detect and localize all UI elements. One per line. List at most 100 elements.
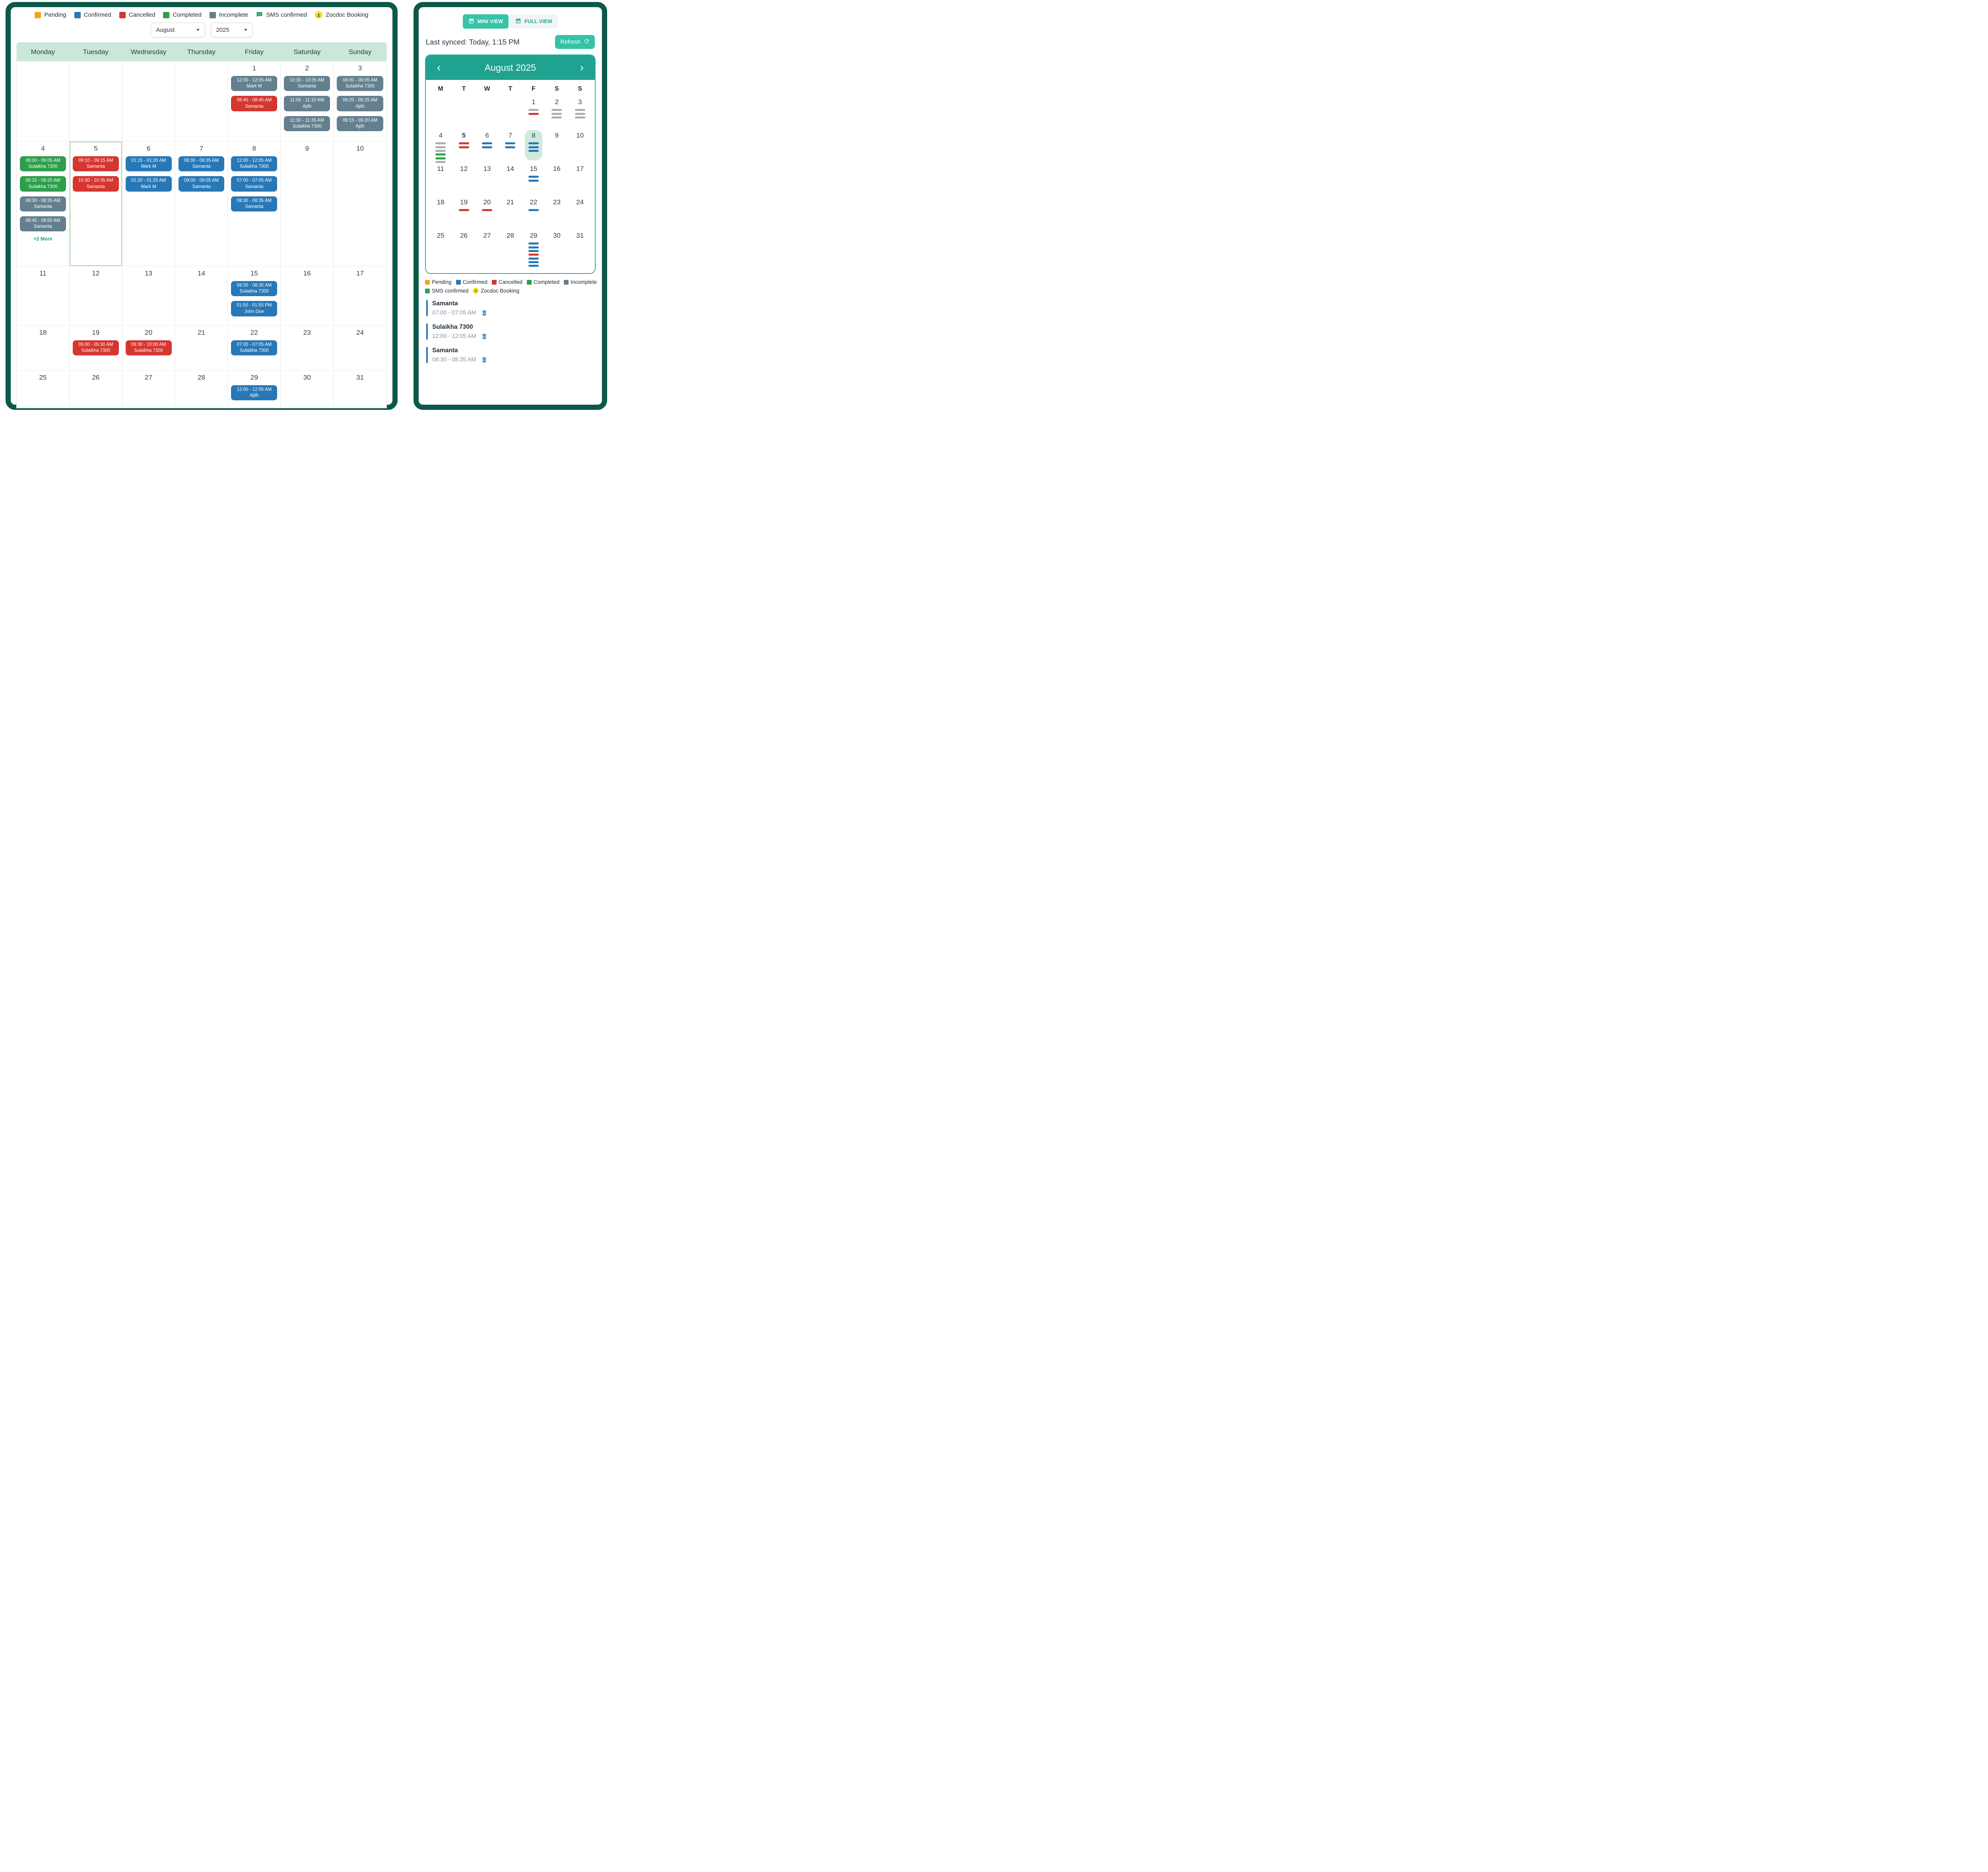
appointment-chip[interactable]: 09:15 - 09:20 AM Ajith <box>337 116 383 132</box>
mini-day-cell[interactable]: 2 <box>545 94 568 128</box>
appointment-chip[interactable]: 05:00 - 05:30 AM Sulaikha 7300 <box>72 340 119 356</box>
appointment-chip[interactable]: 01:15 - 01:20 AM Mark M <box>125 156 172 172</box>
mini-day-cell[interactable] <box>499 94 522 128</box>
calendar-day-cell[interactable]: 4 06:00 - 06:05 AM Sulaikha 7300 06:15 - 06… <box>17 142 70 266</box>
appointment-chip[interactable]: 06:15 - 06:20 AM Sulaikha 7300 <box>20 176 66 192</box>
mini-day-cell[interactable]: 30 <box>545 228 568 271</box>
trash-icon[interactable] <box>481 333 487 339</box>
calendar-day-cell[interactable]: 2 10:30 - 10:35 AM Samanta 11:05 - 11:10 AM… <box>281 61 334 142</box>
year-select[interactable]: 2025 <box>210 23 253 37</box>
calendar-day-cell[interactable]: 17 <box>334 266 386 326</box>
appointment-chip[interactable]: 07:00 - 07:05 AM Samanta <box>231 176 278 192</box>
mini-day-cell[interactable]: 20 <box>476 194 499 228</box>
mini-day-cell[interactable]: 1 <box>522 94 545 128</box>
mini-day-cell[interactable]: 10 <box>569 128 592 161</box>
calendar-day-cell[interactable]: 3 08:00 - 08:05 AM Sulaikha 7300 08:20 - 08… <box>334 61 386 142</box>
mini-day-cell[interactable]: 4 <box>429 128 452 163</box>
month-select[interactable]: August <box>150 23 205 37</box>
appointment-chip[interactable]: 08:40 - 08:45 AM Samanta <box>231 96 278 111</box>
mini-day-cell[interactable]: 21 <box>499 194 522 228</box>
calendar-day-cell[interactable]: 30 <box>281 371 334 408</box>
appointment-chip[interactable]: 08:20 - 08:25 AM Ajith <box>337 96 383 111</box>
chevron-right-icon[interactable]: › <box>580 61 584 74</box>
calendar-day-cell[interactable]: 6 01:15 - 01:20 AM Mark M 01:20 - 01:25 AM M… <box>122 142 175 266</box>
mini-day-cell[interactable]: 5 <box>452 128 475 161</box>
calendar-day-cell[interactable]: 10 <box>334 142 386 266</box>
appointment-chip[interactable]: 12:00 - 12:05 AM Ajith <box>231 385 278 401</box>
appointment-chip[interactable]: 11:05 - 11:10 AM Ajith <box>284 96 330 111</box>
appointment-chip[interactable]: 08:30 - 08:35 AM Samanta <box>231 196 278 212</box>
trash-icon[interactable] <box>481 310 487 316</box>
appointment-chip[interactable]: 01:50 - 01:55 PM John Doe <box>231 301 278 316</box>
calendar-day-cell[interactable]: 25 <box>17 371 70 408</box>
calendar-day-cell[interactable] <box>17 61 70 142</box>
calendar-day-cell[interactable] <box>175 61 228 142</box>
mini-day-cell[interactable]: 15 <box>522 161 545 194</box>
appointment-chip[interactable]: 08:30 - 08:35 AM Samanta <box>178 156 225 172</box>
more-events-link[interactable]: +2 More <box>33 236 52 242</box>
trash-icon[interactable] <box>481 357 487 363</box>
calendar-day-cell[interactable]: 22 07:00 - 07:05 AM Sulaikha 7300 <box>228 326 281 371</box>
calendar-day-cell[interactable]: 21 <box>175 326 228 371</box>
appointment-chip[interactable]: 07:00 - 07:05 AM Sulaikha 7300 <box>231 340 278 356</box>
mini-day-cell[interactable]: 13 <box>476 161 499 194</box>
calendar-day-cell[interactable]: 19 05:00 - 05:30 AM Sulaikha 7300 <box>69 326 122 371</box>
calendar-day-cell[interactable]: 12 <box>69 266 122 326</box>
mini-day-cell[interactable]: 3 <box>569 94 592 128</box>
mini-day-cell[interactable]: 29 <box>522 228 545 271</box>
calendar-day-cell[interactable]: 15 08:30 - 08:35 AM Sulaikha 7300 01:50 - 0… <box>228 266 281 326</box>
calendar-day-cell[interactable]: 20 09:30 - 10:00 AM Sulaikha 7300 <box>122 326 175 371</box>
mini-day-cell[interactable]: 26 <box>452 228 475 271</box>
calendar-day-cell[interactable]: 26 <box>69 371 122 408</box>
mini-day-cell[interactable]: 14 <box>499 161 522 194</box>
mini-day-cell[interactable]: 24 <box>569 194 592 228</box>
full-view-button[interactable]: FULL VIEW <box>510 14 558 29</box>
calendar-day-cell[interactable] <box>122 61 175 142</box>
appointment-chip[interactable]: 12:00 - 12:05 AM Sulaikha 7300 <box>231 156 278 172</box>
mini-day-cell[interactable]: 23 <box>545 194 568 228</box>
calendar-day-cell[interactable]: 27 <box>122 371 175 408</box>
mini-day-cell[interactable]: 12 <box>452 161 475 194</box>
calendar-day-cell[interactable]: 29 12:00 - 12:05 AM Ajith <box>228 371 281 408</box>
mini-view-button[interactable]: MINI VIEW <box>462 14 509 29</box>
calendar-day-cell[interactable]: 16 <box>281 266 334 326</box>
calendar-day-cell[interactable]: 7 08:30 - 08:35 AM Samanta 09:00 - 09:05 AM… <box>175 142 228 266</box>
calendar-day-cell[interactable]: 11 <box>17 266 70 326</box>
mini-day-cell[interactable] <box>452 94 475 128</box>
appointment-chip[interactable]: 08:45 - 08:50 AM Samanta <box>20 216 66 232</box>
chevron-left-icon[interactable]: ‹ <box>437 61 441 74</box>
mini-day-cell[interactable]: 17 <box>569 161 592 194</box>
calendar-day-cell[interactable]: 31 <box>334 371 386 408</box>
calendar-day-cell[interactable]: 5 09:10 - 09:15 AM Samanta 10:30 - 10:35 AM… <box>69 142 122 266</box>
appointment-chip[interactable]: 08:00 - 08:05 AM Sulaikha 7300 <box>337 76 383 91</box>
mini-day-cell[interactable]: 27 <box>476 228 499 271</box>
mini-day-cell[interactable]: 7 <box>499 128 522 161</box>
calendar-day-cell[interactable]: 24 <box>334 326 386 371</box>
appointment-chip[interactable]: 08:30 - 08:35 AM Samanta <box>20 196 66 212</box>
calendar-day-cell[interactable]: 9 <box>281 142 334 266</box>
mini-day-cell[interactable]: 8 <box>522 128 545 161</box>
mini-day-cell[interactable]: 18 <box>429 194 452 228</box>
mini-day-cell[interactable]: 19 <box>452 194 475 228</box>
mini-day-cell[interactable]: 16 <box>545 161 568 194</box>
mini-day-cell[interactable]: 31 <box>569 228 592 271</box>
appointment-chip[interactable]: 09:10 - 09:15 AM Samanta <box>72 156 119 172</box>
calendar-day-cell[interactable]: 13 <box>122 266 175 326</box>
mini-day-cell[interactable]: 25 <box>429 228 452 271</box>
calendar-day-cell[interactable]: 28 <box>175 371 228 408</box>
appointment-chip[interactable]: 08:30 - 08:35 AM Sulaikha 7300 <box>231 281 278 297</box>
mini-day-cell[interactable]: 6 <box>476 128 499 161</box>
appointment-chip[interactable]: 09:30 - 10:00 AM Sulaikha 7300 <box>125 340 172 356</box>
mini-day-cell[interactable]: 22 <box>522 194 545 228</box>
appointment-chip[interactable]: 12:00 - 12:05 AM Mark M <box>231 76 278 91</box>
appointment-chip[interactable]: 10:30 - 10:35 AM Samanta <box>72 176 119 192</box>
calendar-day-cell[interactable]: 18 <box>17 326 70 371</box>
mini-day-cell[interactable] <box>429 94 452 128</box>
calendar-day-cell[interactable] <box>69 61 122 142</box>
appointment-chip[interactable]: 09:00 - 09:05 AM Samanta <box>178 176 225 192</box>
calendar-day-cell[interactable]: 8 12:00 - 12:05 AM Sulaikha 7300 07:00 - 07… <box>228 142 281 266</box>
appointment-chip[interactable]: 10:30 - 10:35 AM Samanta <box>284 76 330 91</box>
mini-day-cell[interactable]: 11 <box>429 161 452 194</box>
appointment-chip[interactable]: 11:30 - 11:35 AM Sulaikha 7300 <box>284 116 330 132</box>
appointment-chip[interactable]: 06:00 - 06:05 AM Sulaikha 7300 <box>20 156 66 172</box>
